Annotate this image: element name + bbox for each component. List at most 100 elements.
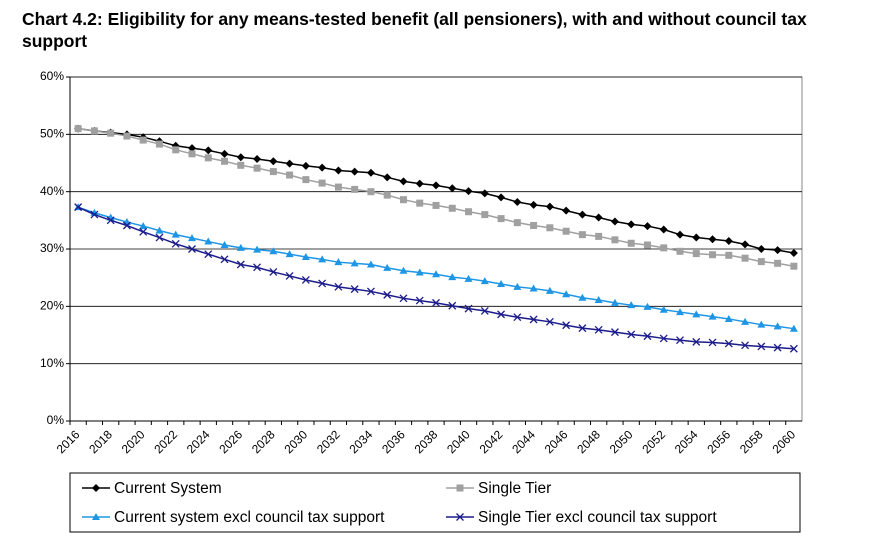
- marker: [610, 328, 619, 337]
- marker: [415, 296, 424, 305]
- marker: [643, 222, 652, 231]
- marker: [172, 146, 180, 154]
- marker: [481, 211, 489, 219]
- marker: [692, 337, 701, 346]
- marker: [204, 250, 213, 259]
- marker: [220, 149, 229, 158]
- marker: [334, 258, 343, 266]
- marker: [383, 173, 392, 182]
- marker: [432, 181, 440, 190]
- marker: [366, 260, 375, 268]
- marker: [789, 344, 798, 353]
- marker: [139, 227, 148, 236]
- legend-label: Single Tier: [478, 480, 551, 497]
- marker: [546, 224, 554, 232]
- marker: [171, 230, 180, 238]
- marker: [204, 237, 213, 245]
- marker: [724, 236, 733, 245]
- marker: [220, 240, 229, 248]
- x-tick-label: 2028: [249, 427, 278, 456]
- marker: [774, 259, 782, 267]
- marker: [399, 177, 408, 186]
- marker: [448, 204, 456, 212]
- marker: [529, 200, 538, 209]
- marker: [513, 282, 522, 290]
- marker: [123, 132, 131, 140]
- marker: [676, 230, 684, 239]
- marker: [139, 222, 148, 230]
- marker: [545, 286, 554, 294]
- x-tick-label: 2040: [444, 427, 473, 456]
- marker: [221, 157, 229, 165]
- marker: [74, 125, 82, 133]
- marker: [92, 484, 100, 492]
- marker: [286, 171, 294, 179]
- marker: [318, 163, 327, 172]
- marker: [610, 298, 619, 306]
- y-tick-label: 60%: [40, 69, 64, 83]
- marker: [708, 235, 717, 244]
- marker: [90, 127, 98, 135]
- marker: [513, 313, 522, 322]
- marker: [432, 298, 440, 307]
- x-tick-label: 2016: [54, 427, 83, 456]
- series-line: [78, 127, 794, 254]
- marker: [399, 294, 408, 303]
- marker: [155, 140, 163, 148]
- marker: [456, 513, 464, 521]
- marker: [188, 150, 196, 158]
- marker: [659, 225, 668, 234]
- x-tick-label: 2038: [412, 427, 441, 456]
- marker: [415, 179, 424, 188]
- series-line: [77, 206, 794, 350]
- marker: [465, 208, 473, 216]
- marker: [676, 336, 684, 345]
- marker: [236, 153, 245, 162]
- marker: [383, 290, 392, 299]
- marker: [74, 203, 83, 212]
- marker: [416, 199, 424, 207]
- marker: [530, 221, 538, 229]
- marker: [757, 320, 766, 328]
- marker: [220, 255, 229, 264]
- marker: [464, 304, 473, 313]
- marker: [253, 263, 262, 272]
- marker: [301, 253, 310, 261]
- y-tick-label: 30%: [40, 241, 64, 255]
- marker: [497, 215, 505, 223]
- marker: [513, 219, 521, 227]
- marker: [253, 164, 261, 172]
- marker: [464, 274, 473, 282]
- marker: [334, 282, 343, 291]
- marker: [725, 251, 733, 259]
- marker: [350, 285, 359, 294]
- series-line: [78, 127, 794, 267]
- marker: [513, 197, 522, 206]
- marker: [139, 136, 147, 144]
- x-tick-label: 2024: [184, 427, 213, 456]
- marker: [724, 314, 733, 322]
- marker: [301, 276, 310, 284]
- marker: [578, 210, 587, 219]
- marker: [709, 251, 717, 259]
- marker: [236, 243, 245, 251]
- legend-label: Single Tier excl council tax support: [478, 509, 717, 526]
- marker: [773, 246, 782, 255]
- marker: [757, 258, 765, 266]
- x-tick-label: 2034: [347, 427, 376, 456]
- marker: [594, 325, 603, 334]
- marker: [708, 312, 717, 320]
- marker: [660, 244, 668, 252]
- marker: [562, 321, 571, 330]
- marker: [107, 129, 115, 137]
- marker: [708, 338, 717, 347]
- marker: [692, 250, 700, 258]
- x-tick-label: 2046: [542, 427, 571, 456]
- legend-box: [69, 472, 801, 533]
- marker: [741, 317, 750, 325]
- marker: [643, 302, 652, 310]
- marker: [237, 161, 245, 169]
- marker: [188, 144, 196, 153]
